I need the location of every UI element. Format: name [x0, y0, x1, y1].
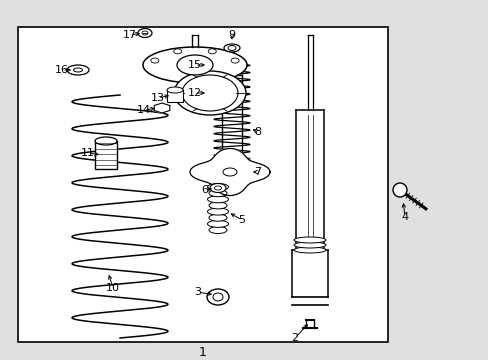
Text: 2: 2: [291, 333, 298, 343]
Text: 14: 14: [137, 105, 151, 115]
Polygon shape: [154, 103, 169, 113]
Ellipse shape: [214, 186, 221, 190]
Ellipse shape: [73, 68, 82, 72]
Ellipse shape: [392, 183, 406, 197]
Ellipse shape: [293, 247, 325, 253]
Ellipse shape: [151, 58, 159, 63]
Ellipse shape: [208, 202, 226, 209]
Ellipse shape: [138, 28, 152, 37]
Ellipse shape: [227, 45, 236, 50]
Ellipse shape: [208, 226, 226, 234]
Ellipse shape: [174, 71, 245, 115]
Ellipse shape: [182, 75, 238, 111]
Text: 4: 4: [401, 212, 408, 222]
Text: 10: 10: [106, 283, 120, 293]
Ellipse shape: [293, 242, 325, 248]
Text: 9: 9: [228, 30, 235, 40]
Ellipse shape: [223, 168, 237, 176]
Text: 5: 5: [238, 215, 245, 225]
Text: 7: 7: [254, 167, 261, 177]
Text: 8: 8: [254, 127, 261, 137]
Bar: [167, 90, 183, 102]
Text: 1: 1: [199, 346, 206, 359]
Ellipse shape: [293, 237, 325, 243]
Ellipse shape: [224, 44, 240, 52]
Ellipse shape: [207, 184, 228, 190]
Text: 13: 13: [151, 93, 164, 103]
Text: 11: 11: [81, 148, 95, 158]
Ellipse shape: [208, 49, 216, 54]
Text: 3: 3: [194, 287, 201, 297]
Ellipse shape: [142, 31, 148, 35]
Ellipse shape: [173, 49, 182, 54]
Ellipse shape: [177, 55, 213, 75]
Ellipse shape: [207, 220, 228, 228]
Text: 17: 17: [122, 30, 137, 40]
Ellipse shape: [67, 65, 89, 75]
Bar: [95, 141, 117, 169]
Ellipse shape: [142, 47, 246, 83]
Ellipse shape: [209, 184, 225, 193]
Ellipse shape: [95, 137, 117, 145]
Ellipse shape: [207, 208, 228, 215]
Text: 16: 16: [55, 65, 69, 75]
Bar: [18, 27, 387, 342]
Ellipse shape: [207, 196, 228, 203]
Ellipse shape: [213, 293, 223, 301]
Ellipse shape: [208, 190, 226, 197]
Polygon shape: [190, 148, 269, 195]
Text: 15: 15: [187, 60, 202, 70]
Text: 12: 12: [187, 88, 202, 98]
Ellipse shape: [208, 214, 226, 221]
Ellipse shape: [167, 87, 183, 93]
Ellipse shape: [231, 58, 239, 63]
Ellipse shape: [206, 289, 228, 305]
Text: 6: 6: [201, 185, 208, 195]
